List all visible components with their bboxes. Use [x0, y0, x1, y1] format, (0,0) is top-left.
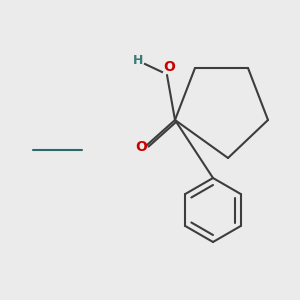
Text: O: O — [135, 140, 147, 154]
Text: H: H — [133, 53, 143, 67]
Text: O: O — [163, 60, 175, 74]
